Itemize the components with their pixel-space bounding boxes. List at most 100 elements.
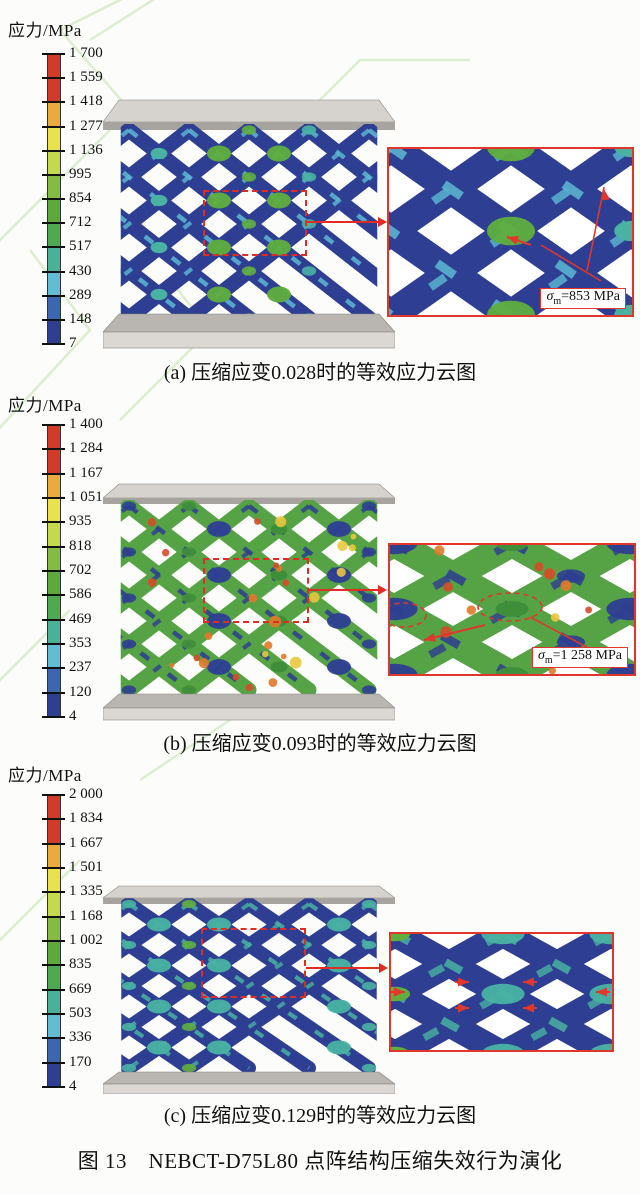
colorbar-tick <box>42 545 65 548</box>
colorbar-tick-label: 237 <box>69 659 92 676</box>
colorbar-tick <box>42 818 65 821</box>
colorbar-segment <box>48 175 60 200</box>
colorbar-tick-label: 712 <box>69 214 92 231</box>
lattice-struts <box>389 149 632 315</box>
inset-figure-c <box>391 934 612 1050</box>
bottom-plate <box>102 1071 396 1095</box>
colorbar-segment <box>48 596 60 621</box>
colorbar-segment <box>48 868 60 894</box>
zoom-region-rect-b <box>203 558 309 623</box>
colorbar-tick <box>42 222 65 225</box>
colorbar-tick-label: 2 000 <box>69 786 103 802</box>
colorbar-tick <box>42 1013 65 1015</box>
colorbar-tick-label: 1 834 <box>69 810 103 827</box>
colorbar-tick-label: 818 <box>69 537 92 554</box>
lattice-struts <box>121 898 377 1074</box>
colorbar-tick-label: 1 277 <box>69 117 103 134</box>
colorbar-tick <box>42 270 65 273</box>
colorbar-tick <box>42 1061 65 1064</box>
panel-caption-c: (c) 压缩应变0.129时的等效应力云图 <box>163 1105 477 1127</box>
colorbar-c <box>47 795 61 1088</box>
colorbar-tick-label: 289 <box>69 286 92 303</box>
colorbar-tick <box>42 1086 65 1088</box>
colorbar-segment <box>48 893 60 918</box>
colorbar-tick <box>42 149 65 152</box>
colorbar-segment <box>48 426 60 451</box>
colorbar-tick-label: 1 418 <box>69 93 103 110</box>
colorbar-segment <box>48 644 60 670</box>
colorbar-tick <box>42 497 65 499</box>
colorbar-tick-label: 1 002 <box>69 932 103 948</box>
lattice-figure-b <box>102 483 396 721</box>
colorbar-segment <box>48 669 60 694</box>
colorbar-tick <box>42 101 65 104</box>
colorbar-tick <box>42 867 65 869</box>
colorbar-tick <box>42 794 65 796</box>
lattice-struts <box>120 500 378 696</box>
colorbar-tick <box>42 570 65 572</box>
colorbar-segment <box>48 320 60 345</box>
colorbar-segment <box>48 103 60 128</box>
colorbar-tick-label: 336 <box>69 1029 92 1046</box>
zoom-arrow-head-b <box>378 585 387 595</box>
colorbar-segment <box>48 1039 60 1064</box>
colorbar-tick-label: 1 284 <box>69 440 103 457</box>
colorbar-tick <box>42 716 65 718</box>
colorbar-segment <box>48 820 60 845</box>
zoom-arrow-line-c <box>306 967 380 969</box>
colorbar-segment <box>48 620 60 645</box>
zoom-inset-b: σm=1 258 MPa <box>388 543 636 676</box>
zoom-region-rect-c <box>201 928 306 998</box>
panel-caption-a: (a) 压缩应变0.028时的等效应力云图 <box>163 362 477 384</box>
bottom-plate <box>102 313 396 349</box>
colorbar-tick-label: 430 <box>69 262 92 279</box>
colorbar-tick <box>42 618 65 621</box>
colorbar-segment <box>48 151 60 176</box>
colorbar-tick-label: 1 167 <box>69 464 103 481</box>
colorbar-segment <box>48 498 60 524</box>
colorbar-segment <box>48 941 60 967</box>
colorbar-tick <box>42 198 65 200</box>
lattice-struts <box>120 124 378 324</box>
colorbar-segment <box>48 248 60 273</box>
lattice-figure-a <box>102 99 396 349</box>
colorbar-segment <box>48 571 60 597</box>
colorbar-segment <box>48 199 60 225</box>
colorbar-tick <box>42 246 65 249</box>
colorbar-tick-label: 148 <box>69 310 92 327</box>
colorbar-tick <box>42 125 65 128</box>
colorbar-segment <box>48 296 60 321</box>
colorbar-segment <box>48 547 60 572</box>
colorbar-tick <box>42 691 65 694</box>
sigma-symbol: σ <box>546 289 554 305</box>
colorbar-segment <box>48 917 60 942</box>
colorbar-tick-label: 586 <box>69 586 92 603</box>
colorbar-tick <box>42 594 65 597</box>
colorbar-segment <box>48 844 60 869</box>
colorbar-tick <box>42 667 65 670</box>
colorbar-tick-label: 1 501 <box>69 859 103 875</box>
stress-value: =853 MPa <box>561 289 620 305</box>
lattice-struts <box>390 545 634 674</box>
colorbar-title-c: 应力/MPa <box>8 766 82 785</box>
colorbar-tick <box>42 424 65 426</box>
inset-figure-b <box>390 545 634 674</box>
colorbar-tick-label: 4 <box>69 1078 77 1094</box>
colorbar-tick <box>42 53 65 55</box>
zoom-arrow-line-b <box>309 589 379 591</box>
colorbar-tick <box>42 842 65 845</box>
colorbar-segment <box>48 450 60 475</box>
colorbar-tick-label: 170 <box>69 1053 92 1070</box>
colorbar-tick-label: 469 <box>69 610 92 627</box>
colorbar-tick-label: 1 335 <box>69 883 103 900</box>
zoom-arrow-head-c <box>379 963 388 973</box>
colorbar-tick <box>42 448 65 451</box>
colorbar-segment <box>48 55 60 80</box>
zoom-region-rect-a <box>203 190 307 256</box>
zoom-arrow-head-a <box>378 217 387 227</box>
colorbar-segment <box>48 693 60 718</box>
colorbar-segment <box>48 127 60 152</box>
colorbar-tick <box>42 915 65 918</box>
zoom-inset-c <box>389 932 614 1052</box>
stress-annotation-a: σm=853 MPa <box>540 288 626 309</box>
